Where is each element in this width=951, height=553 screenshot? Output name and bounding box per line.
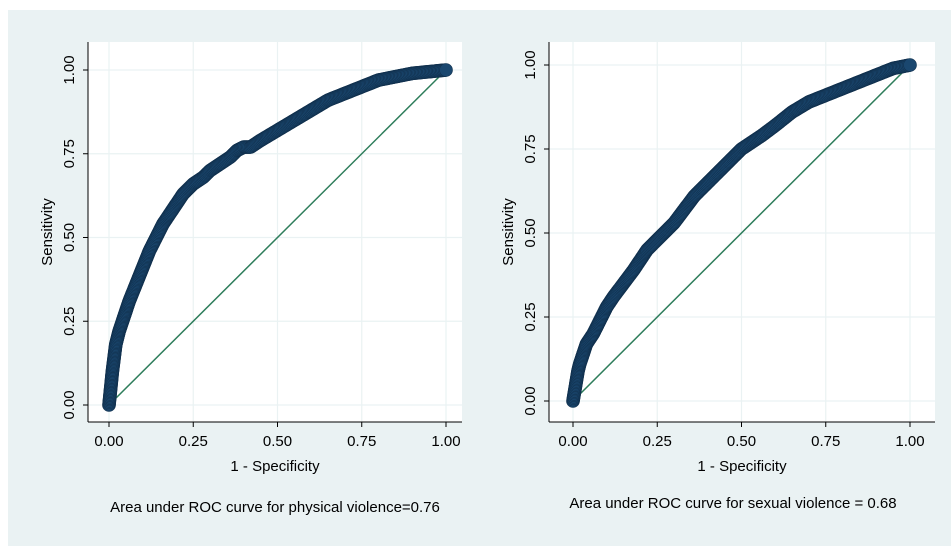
y-tick-label: 1.00 [522,50,539,79]
y-tick-label: 0.50 [522,218,539,247]
chart-caption: Area under ROC curve for physical violen… [110,499,440,516]
grid-lines [88,42,462,422]
grid-lines [549,42,935,422]
plot-area [88,42,462,422]
roc-chart-physical-violence: 0.00 0.25 0.50 0.75 1.00 0.00 0.25 0.50 0.75 1.00… [39,42,462,516]
roc-data-point [903,58,917,72]
roc-curve-points [566,58,917,408]
x-tick-label: 0.75 [347,433,376,450]
x-tick-label: 0.00 [94,433,123,450]
y-tick-label: 0.25 [61,307,78,336]
y-tick-label: 0.75 [61,139,78,168]
y-tick-label: 0.00 [522,386,539,415]
x-tick-label: 0.50 [263,433,292,450]
reference-line [108,69,447,406]
y-axis-title: Sensitivity [39,198,56,266]
x-tick-label: 0.75 [811,433,840,450]
reference-line [572,64,911,402]
x-tick-label: 0.25 [643,433,672,450]
axis-ticks: 0.00 0.25 0.50 0.75 1.00 0.00 0.25 0.50 0.75 1.00 [522,50,925,450]
y-tick-label: 0.50 [61,223,78,252]
roc-curve-points [102,63,453,412]
roc-chart-sexual-violence: 0.00 0.25 0.50 0.75 1.00 0.00 0.25 0.50 0.75 1.00… [500,42,935,512]
y-tick-label: 0.75 [522,134,539,163]
chart-caption: Area under ROC curve for sexual violence… [569,495,896,512]
axis-ticks: 0.00 0.25 0.50 0.75 1.00 0.00 0.25 0.50 0.75 1.00 [61,55,461,450]
y-tick-label: 1.00 [61,55,78,84]
x-tick-label: 1.00 [431,433,460,450]
x-tick-label: 0.25 [179,433,208,450]
roc-data-point [439,63,453,77]
x-axis-title: 1 - Specificity [697,458,787,475]
y-axis-title: Sensitivity [500,198,517,266]
x-axis-title: 1 - Specificity [230,458,320,475]
x-tick-label: 0.00 [558,433,587,450]
y-tick-label: 0.00 [61,390,78,419]
y-tick-label: 0.25 [522,302,539,331]
x-tick-label: 0.50 [727,433,756,450]
x-tick-label: 1.00 [895,433,924,450]
